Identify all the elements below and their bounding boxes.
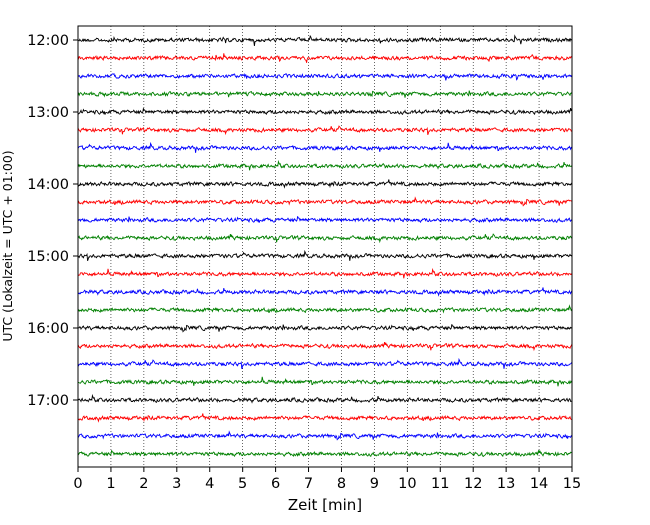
trace-line	[77, 430, 573, 441]
plot-frame	[77, 25, 573, 468]
y-tick-label: 13:00	[27, 105, 69, 121]
trace-line	[77, 393, 572, 404]
x-tick-label: 5	[238, 476, 247, 492]
trace-line	[77, 249, 573, 261]
trace-line	[77, 179, 573, 189]
x-tick-label: 9	[370, 476, 379, 492]
trace-line	[77, 287, 573, 297]
trace-line	[77, 72, 573, 81]
x-tick-label: 2	[139, 476, 148, 492]
x-tick-label: 4	[205, 476, 214, 492]
y-tick-label: 16:00	[27, 321, 69, 337]
x-tick-label: 10	[398, 476, 416, 492]
trace-line	[77, 376, 573, 387]
y-tick-label: 15:00	[27, 249, 69, 265]
y-tick-label: 12:00	[27, 33, 69, 49]
trace-line	[77, 159, 573, 171]
x-tick-label: 15	[563, 476, 581, 492]
x-tick-label: 14	[530, 476, 548, 492]
x-axis-ticks: 0 1 2 3 4 5 6 7 8 9 10 11 12 13 14 15	[73, 467, 581, 492]
x-axis-label: Zeit [min]	[288, 496, 362, 514]
x-tick-label: 7	[304, 476, 313, 492]
x-tick-label: 13	[497, 476, 515, 492]
x-tick-label: 6	[271, 476, 280, 492]
trace-line	[77, 53, 572, 63]
x-tick-label: 0	[73, 476, 82, 492]
x-tick-label: 8	[337, 476, 346, 492]
trace-line	[77, 90, 573, 98]
y-tick-label: 14:00	[27, 177, 69, 193]
trace-line	[77, 196, 572, 207]
y-tick-label: 17:00	[27, 393, 69, 409]
trace-line	[77, 267, 573, 279]
y-axis-label: UTC (Lokalzeit = UTC + 01:00)	[0, 150, 15, 341]
trace-line	[77, 34, 573, 47]
trace-line	[77, 341, 573, 352]
trace-line	[77, 449, 572, 458]
trace-line	[77, 357, 573, 369]
trace-line	[77, 233, 573, 244]
x-tick-label: 1	[106, 476, 115, 492]
trace-line	[77, 141, 573, 153]
y-axis-ticks: 12:00 13:00 14:00 15:00 16:00 17:00	[27, 33, 78, 409]
trace-line	[77, 413, 572, 423]
x-tick-label: 12	[464, 476, 482, 492]
trace-line	[77, 304, 573, 314]
seismic-traces	[77, 34, 573, 458]
trace-line	[77, 324, 573, 333]
trace-line	[77, 125, 572, 136]
x-tick-label: 11	[431, 476, 449, 492]
x-tick-label: 3	[172, 476, 181, 492]
trace-line	[77, 107, 573, 116]
trace-line	[77, 216, 573, 224]
